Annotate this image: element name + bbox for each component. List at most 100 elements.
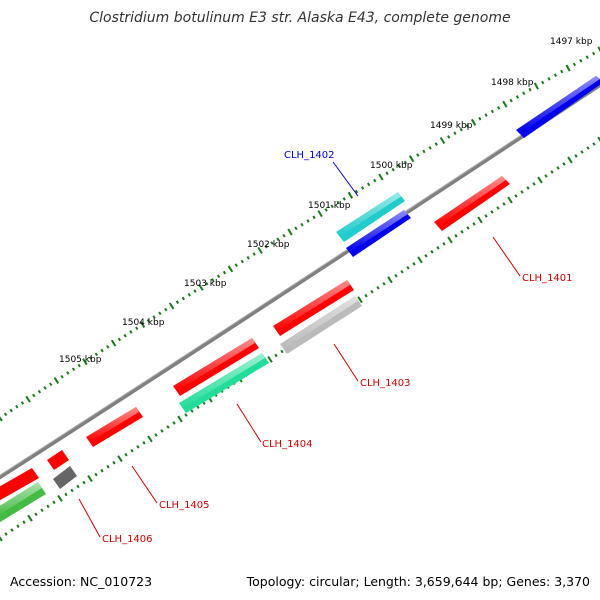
- tick-labels: 1497 kbp 1498 kbp 1499 kbp 1500 kbp 1501…: [59, 37, 593, 365]
- gene-labels: CLH_1401 CLH_1402 CLH_1403 CLH_1404 CLH_…: [102, 150, 573, 545]
- gene-feature-red-2[interactable]: [173, 338, 259, 396]
- gene-feature-clh-1405[interactable]: [86, 407, 143, 447]
- inner-tick: [184, 413, 188, 417]
- outer-tick: [146, 318, 150, 323]
- outer-tick: [246, 255, 250, 260]
- outer-tick: [509, 98, 513, 103]
- gene-feature-red-small[interactable]: [47, 450, 69, 470]
- outer-tick: [478, 116, 482, 121]
- tick-label-1503: 1503 kbp: [184, 279, 227, 289]
- gene-feature-clh-1406[interactable]: [53, 466, 77, 489]
- outer-tick: [572, 62, 577, 67]
- inner-tick: [364, 293, 368, 298]
- gene-feature-blue-top[interactable]: [516, 76, 600, 138]
- outer-tick: [497, 106, 501, 110]
- gene-label-clh-1406[interactable]: CLH_1406: [102, 534, 153, 545]
- outer-tick: [43, 386, 47, 390]
- inner-tick: [100, 468, 104, 473]
- inner-tick: [52, 500, 56, 505]
- outer-tick: [378, 173, 384, 181]
- outer-tick: [49, 382, 53, 387]
- outer-tick: [25, 395, 31, 403]
- inner-tick: [106, 464, 110, 469]
- inner-tick: [177, 415, 183, 423]
- gene-feature-red-left[interactable]: [0, 468, 39, 502]
- outer-tick: [270, 241, 274, 245]
- outer-tick: [447, 135, 451, 139]
- inner-tick: [472, 222, 476, 226]
- inner-tick: [447, 236, 453, 244]
- gene-label-clh-1401[interactable]: CLH_1401: [522, 273, 573, 284]
- outer-tick: [32, 393, 36, 398]
- gene-feature-clh-1402[interactable]: [336, 192, 405, 242]
- outer-tick: [397, 164, 401, 168]
- inner-tick: [532, 182, 536, 186]
- outer-tick-ring: [0, 46, 600, 422]
- outer-tick: [300, 222, 304, 227]
- outer-tick: [0, 416, 3, 422]
- inner-tick: [417, 256, 423, 264]
- outer-tick: [37, 389, 42, 394]
- outer-tick: [240, 259, 244, 264]
- inner-tick: [562, 162, 566, 166]
- inner-tick: [490, 210, 494, 214]
- gene-feature-green-left[interactable]: [0, 482, 46, 524]
- inner-tick: [22, 520, 26, 524]
- inner-tick: [514, 194, 518, 198]
- inner-tick: [412, 262, 416, 266]
- inner-tick: [76, 484, 80, 489]
- outer-tick: [385, 171, 389, 176]
- outer-tick: [373, 178, 377, 183]
- inner-tick: [496, 206, 500, 210]
- outer-tick: [100, 348, 104, 353]
- outer-tick: [597, 46, 600, 53]
- gene-feature-clh-1403[interactable]: [280, 296, 362, 354]
- outer-tick: [264, 244, 268, 249]
- inner-tick: [376, 285, 380, 290]
- inner-tick: [274, 353, 278, 358]
- outer-tick: [515, 95, 520, 99]
- outer-tick: [541, 80, 545, 85]
- map-title: Clostridium botulinum E3 str. Alaska E43…: [89, 10, 511, 26]
- outer-tick: [158, 311, 162, 316]
- gene-label-clh-1405[interactable]: CLH_1405: [159, 500, 210, 511]
- tick-label-1498: 1498 kbp: [491, 78, 534, 88]
- outer-tick: [234, 263, 238, 268]
- gene-label-clh-1404[interactable]: CLH_1404: [262, 439, 313, 450]
- inner-tick: [130, 448, 134, 453]
- inner-tick: [507, 196, 513, 204]
- outer-tick: [522, 91, 526, 96]
- outer-tick: [324, 208, 328, 212]
- outer-tick: [408, 155, 415, 163]
- gene-feature-clh-1401[interactable]: [434, 176, 510, 231]
- gene-feature-clh-1404[interactable]: [179, 353, 269, 413]
- outer-tick: [294, 226, 298, 231]
- gene-feature-blue-mid[interactable]: [346, 210, 411, 257]
- gene-feature-red-1[interactable]: [273, 280, 354, 336]
- inner-tick: [147, 435, 153, 443]
- inner-tick: [597, 136, 600, 142]
- outer-tick: [553, 73, 557, 77]
- inner-tick: [190, 409, 194, 413]
- inner-tick: [142, 441, 146, 445]
- outer-tick: [528, 87, 532, 92]
- inner-tick: [124, 452, 128, 457]
- inner-tick: [70, 488, 74, 493]
- gene-label-clh-1403[interactable]: CLH_1403: [360, 378, 411, 389]
- inner-tick: [424, 254, 428, 258]
- inner-tick: [280, 349, 284, 354]
- outer-tick: [110, 339, 117, 347]
- outer-tick: [211, 278, 215, 282]
- tick-label-1501: 1501 kbp: [308, 201, 351, 211]
- outer-tick: [257, 246, 263, 254]
- inner-tick: [172, 421, 176, 425]
- gene-label-clh-1402[interactable]: CLH_1402: [284, 150, 335, 161]
- genome-backbone-highlight: [0, 82, 600, 476]
- outer-tick: [547, 77, 551, 81]
- outer-tick: [135, 326, 139, 331]
- tick-label-1499: 1499 kbp: [430, 121, 473, 131]
- outer-tick: [198, 283, 204, 291]
- inner-tick: [580, 150, 584, 154]
- inner-tick: [574, 154, 578, 158]
